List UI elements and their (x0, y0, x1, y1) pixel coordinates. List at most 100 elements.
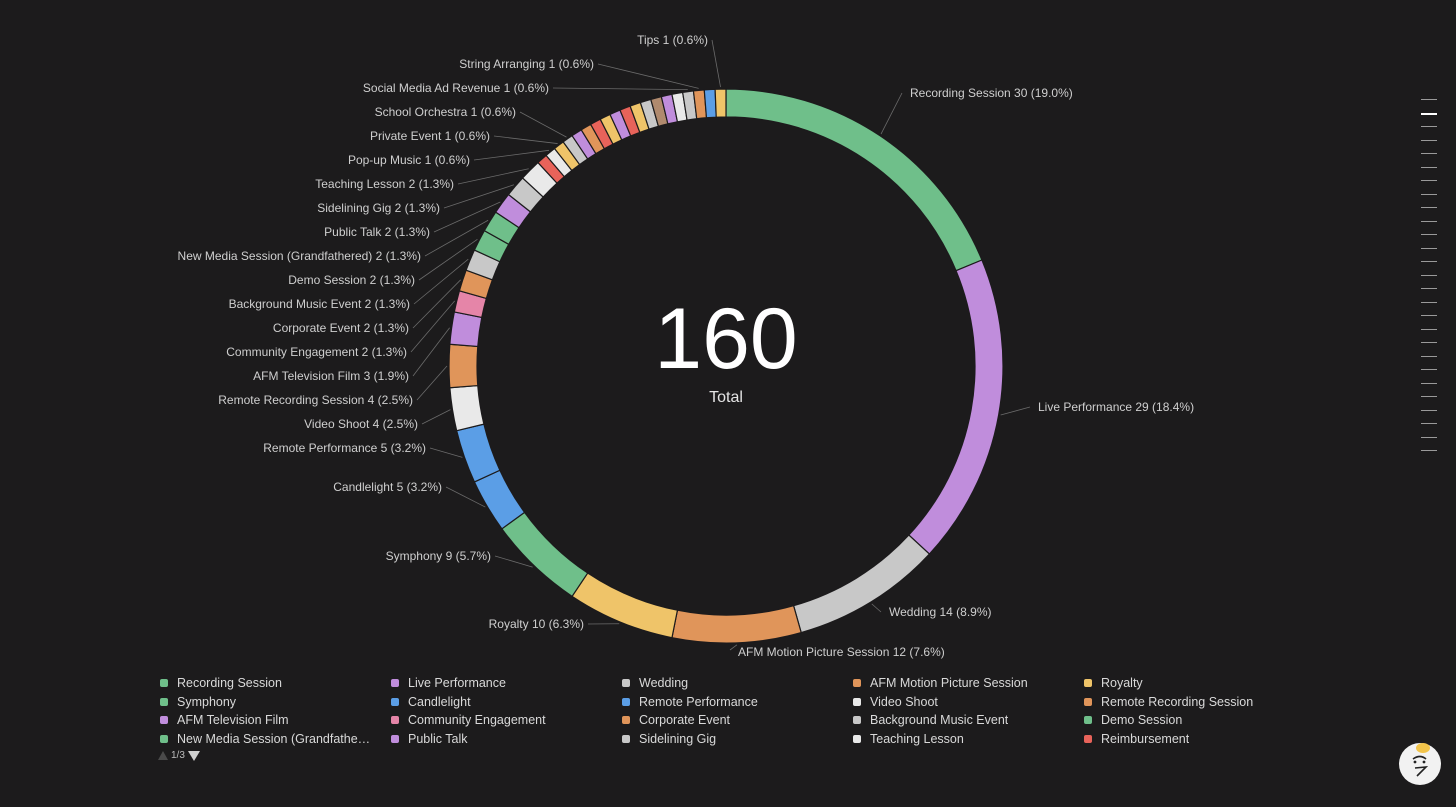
legend-item[interactable]: Symphony (160, 695, 391, 710)
scroll-rail-tick[interactable] (1421, 369, 1437, 370)
legend-swatch (853, 679, 861, 688)
scroll-rail-tick[interactable] (1421, 234, 1437, 235)
donut-slice[interactable] (571, 572, 679, 639)
slice-label: Corporate Event 2 (1.3%) (273, 321, 409, 335)
legend-item[interactable]: Candlelight (391, 695, 622, 710)
duck-mascot-icon[interactable] (1399, 743, 1441, 785)
scroll-rail-tick[interactable] (1421, 315, 1437, 316)
legend-item[interactable]: Remote Recording Session (1084, 695, 1315, 710)
donut-slice[interactable] (907, 259, 1004, 555)
triangle-up-icon[interactable] (158, 751, 168, 760)
legend-page-indicator: 1/3 (171, 750, 185, 761)
slice-label: Video Shoot 4 (2.5%) (304, 417, 418, 431)
legend-item[interactable]: Reimbursement (1084, 732, 1315, 747)
legend-item[interactable]: Background Music Event (853, 713, 1084, 728)
scroll-rail-tick[interactable] (1421, 328, 1437, 330)
leader-line (416, 365, 448, 401)
legend-label: Background Music Event (870, 713, 1009, 728)
slice-label: Public Talk 2 (1.3%) (324, 225, 430, 239)
scroll-rail-tick[interactable] (1421, 126, 1437, 127)
scroll-rail-tick[interactable] (1421, 423, 1437, 424)
legend-label: Recording Session (177, 676, 282, 691)
donut-slice[interactable] (725, 88, 983, 272)
leader-line (457, 168, 529, 185)
legend-item[interactable]: Corporate Event (622, 713, 853, 728)
leader-line (433, 201, 501, 233)
legend-item[interactable]: New Media Session (Grandfather… (160, 732, 391, 747)
scroll-rail-tick[interactable] (1421, 436, 1437, 438)
legend-item[interactable]: Video Shoot (853, 695, 1084, 710)
triangle-down-icon[interactable] (187, 750, 200, 761)
leader-line (412, 279, 461, 329)
donut-slice[interactable] (449, 311, 483, 348)
leader-line (880, 92, 903, 135)
scroll-rail-tick[interactable] (1421, 207, 1437, 208)
donut-slice[interactable] (448, 343, 479, 389)
leader-line (871, 603, 882, 613)
donut-slice[interactable] (501, 511, 589, 598)
slice-label: Pop-up Music 1 (0.6%) (348, 153, 470, 167)
scroll-rail-tick[interactable] (1421, 396, 1437, 397)
label-leader-lines (410, 39, 1031, 651)
legend-label: Wedding (639, 676, 689, 691)
scroll-rail-tick[interactable] (1421, 153, 1437, 154)
donut-slice[interactable] (714, 88, 727, 118)
slice-label: Live Performance 29 (18.4%) (1038, 400, 1194, 414)
scroll-rail-tick[interactable] (1421, 139, 1437, 141)
scroll-rail-tick[interactable] (1421, 274, 1437, 276)
scroll-rail-tick[interactable] (1421, 247, 1437, 249)
slice-label: School Orchestra 1 (0.6%) (375, 105, 516, 119)
legend-item[interactable]: AFM Motion Picture Session (853, 676, 1084, 691)
scroll-rail-tick[interactable] (1421, 193, 1437, 195)
scroll-rail-tick[interactable] (1421, 220, 1437, 222)
scroll-rail-tick[interactable] (1421, 166, 1437, 168)
legend-swatch (1084, 697, 1092, 706)
slice-label: Remote Performance 5 (3.2%) (263, 441, 426, 455)
legend-item[interactable]: Royalty (1084, 676, 1315, 691)
scroll-rail-tick[interactable] (1421, 382, 1437, 384)
donut-slice[interactable] (449, 384, 485, 432)
scroll-rail-tick[interactable] (1421, 355, 1437, 357)
legend-label: Teaching Lesson (870, 731, 964, 746)
legend-label: New Media Session (Grandfather… (177, 731, 372, 746)
center-total-value: 160 (654, 291, 798, 387)
scroll-rail-tick[interactable] (1421, 112, 1437, 115)
scroll-rail-tick[interactable] (1421, 261, 1437, 262)
chart-legend: Recording Session Live Performance Wedding… (160, 676, 1320, 746)
legend-item[interactable]: AFM Television Film (160, 713, 391, 728)
scroll-rail-tick[interactable] (1421, 180, 1437, 181)
scroll-rail-tick[interactable] (1421, 99, 1437, 100)
leader-line (443, 184, 514, 209)
legend-swatch (622, 734, 630, 743)
legend-item[interactable]: Remote Performance (622, 695, 853, 710)
slice-label: Remote Recording Session 4 (2.5%) (218, 393, 413, 407)
slice-label: Symphony 9 (5.7%) (386, 549, 491, 563)
legend-item[interactable]: Demo Session (1084, 713, 1315, 728)
legend-item[interactable]: Teaching Lesson (853, 732, 1084, 747)
scroll-rail-tick[interactable] (1421, 288, 1437, 289)
legend-item[interactable]: Live Performance (391, 676, 622, 691)
slice-label: Royalty 10 (6.3%) (489, 617, 584, 631)
donut-slice[interactable] (455, 423, 501, 483)
scroll-rail-tick[interactable] (1421, 342, 1437, 343)
leader-line (711, 39, 721, 88)
legend-label: Live Performance (408, 676, 506, 691)
leader-line (413, 258, 469, 305)
legend-label: Reimbursement (1101, 731, 1190, 746)
donut-slice[interactable] (703, 88, 717, 119)
legend-item[interactable]: Recording Session (160, 676, 391, 691)
legend-item[interactable]: Sidelining Gig (622, 732, 853, 747)
donut-slice[interactable] (671, 604, 802, 644)
leader-line (418, 239, 478, 281)
scroll-rail-tick[interactable] (1421, 450, 1437, 451)
legend-swatch (1084, 679, 1092, 688)
legend-item[interactable]: Public Talk (391, 732, 622, 747)
scroll-rail-tick[interactable] (1421, 409, 1437, 411)
leader-line (412, 327, 450, 377)
leader-line (494, 555, 533, 568)
legend-item[interactable]: Wedding (622, 676, 853, 691)
legend-item[interactable]: Community Engagement (391, 713, 622, 728)
scroll-rail-tick[interactable] (1421, 301, 1437, 303)
legend-label: Remote Recording Session (1101, 694, 1254, 709)
slice-label: Social Media Ad Revenue 1 (0.6%) (363, 81, 549, 95)
